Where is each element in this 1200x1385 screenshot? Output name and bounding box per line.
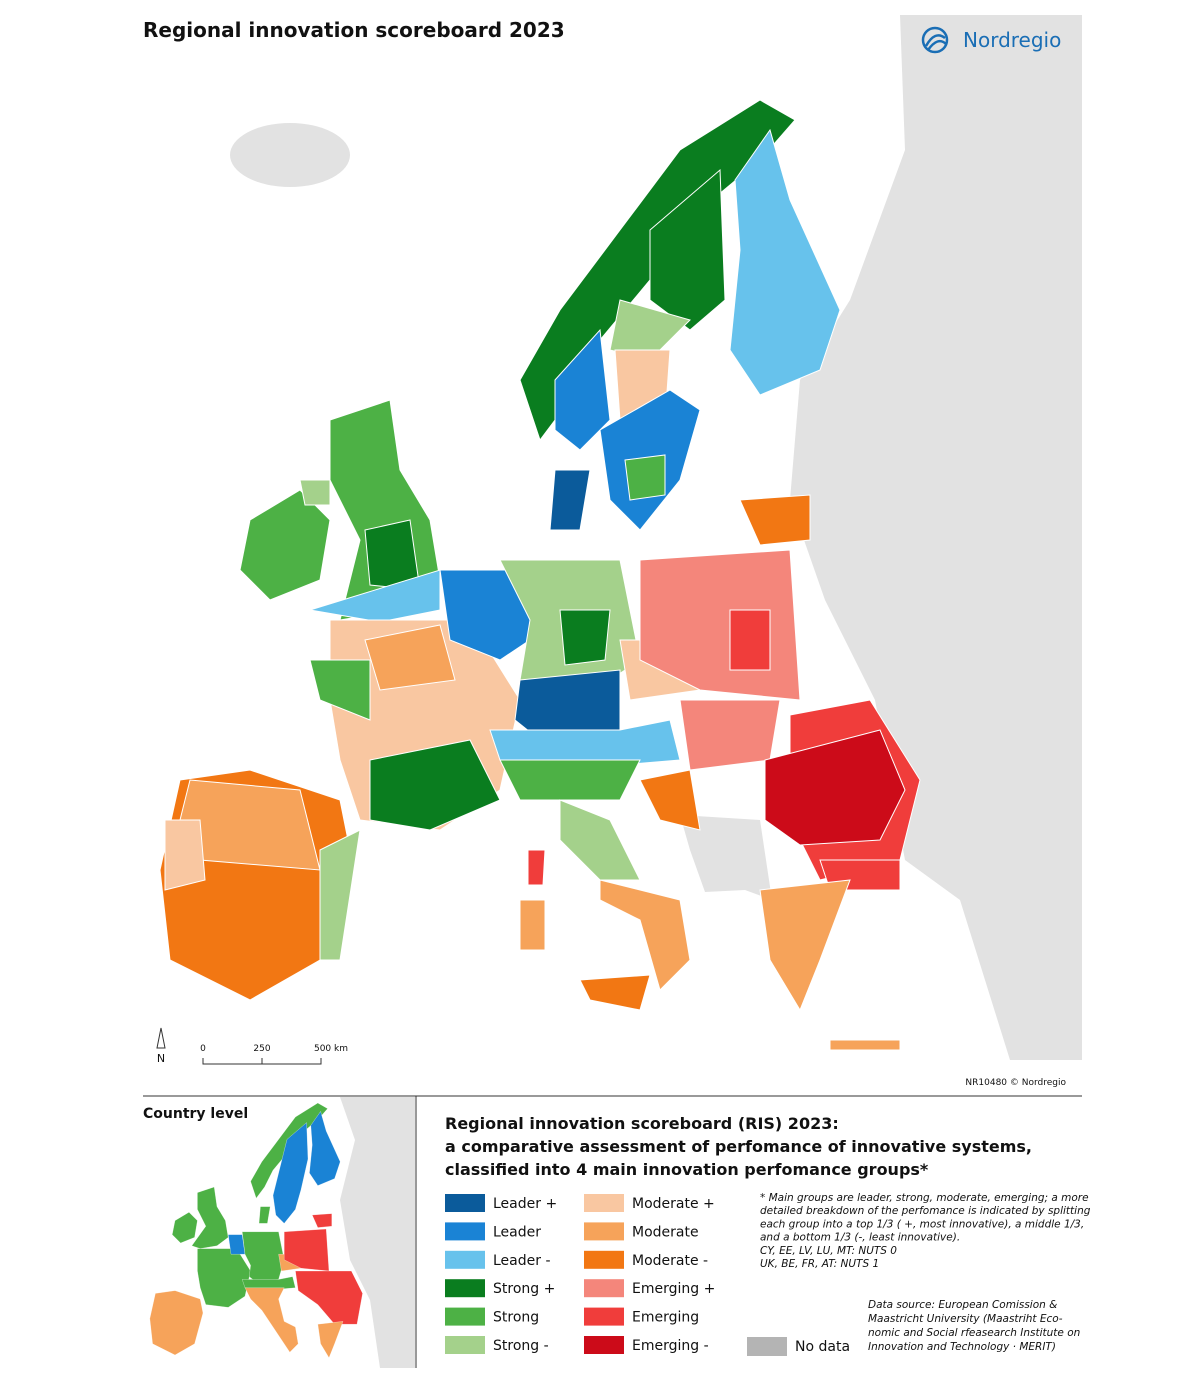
region bbox=[272, 1122, 309, 1224]
data-source: Maastricht University (Maastriht Eco- bbox=[868, 1313, 1063, 1325]
region bbox=[559, 799, 641, 881]
region bbox=[244, 1287, 299, 1353]
legend-swatch bbox=[445, 1194, 485, 1212]
region bbox=[149, 1290, 204, 1356]
inset-title: Country level bbox=[143, 1106, 248, 1122]
north-arrow bbox=[156, 1027, 166, 1049]
footnote: detailed breakdown of the perfomance is … bbox=[760, 1205, 1091, 1217]
region bbox=[309, 1111, 341, 1186]
region bbox=[764, 729, 906, 846]
legend-label: No data bbox=[795, 1339, 850, 1355]
legend-label: Emerging - bbox=[632, 1338, 709, 1354]
legend-swatch bbox=[584, 1250, 624, 1269]
region bbox=[559, 609, 611, 666]
scale-label: 0 bbox=[200, 1044, 206, 1054]
region bbox=[649, 168, 726, 331]
region bbox=[759, 879, 851, 1012]
footnote: * Main groups are leader, strong, modera… bbox=[760, 1192, 1089, 1204]
footnote: UK, BE, FR, AT: NUTS 1 bbox=[760, 1258, 879, 1270]
legend-label: Moderate bbox=[632, 1224, 699, 1240]
region bbox=[309, 659, 371, 721]
region bbox=[519, 899, 546, 951]
region-map bbox=[159, 99, 921, 1051]
legend-swatch bbox=[445, 1279, 485, 1298]
region bbox=[309, 569, 441, 623]
legend-swatch bbox=[445, 1307, 485, 1326]
region bbox=[549, 469, 591, 531]
region bbox=[311, 1213, 332, 1228]
legend-swatch bbox=[747, 1337, 787, 1356]
scale-label: 250 bbox=[253, 1044, 270, 1054]
region bbox=[172, 1212, 198, 1244]
legend-label: Strong + bbox=[493, 1281, 555, 1297]
scale-bar bbox=[202, 1058, 322, 1065]
legend-label: Strong - bbox=[493, 1338, 549, 1354]
region bbox=[829, 1039, 901, 1051]
legend-label: Leader - bbox=[493, 1253, 551, 1269]
region bbox=[739, 494, 811, 546]
footnote: each group into a top 1/3 ( +, most inno… bbox=[760, 1218, 1084, 1230]
legend-label: Moderate - bbox=[632, 1253, 708, 1269]
region bbox=[319, 829, 361, 961]
region bbox=[729, 609, 771, 671]
background-land bbox=[230, 15, 1082, 1060]
legend-swatch bbox=[445, 1222, 485, 1241]
north-label: N bbox=[157, 1052, 165, 1065]
region bbox=[499, 759, 641, 801]
logo-text: Nordregio bbox=[963, 28, 1061, 52]
region bbox=[258, 1206, 271, 1224]
region bbox=[197, 1248, 251, 1308]
region bbox=[239, 489, 331, 601]
region bbox=[639, 769, 701, 831]
legend-label: Emerging + bbox=[632, 1281, 715, 1297]
legend-label: Leader bbox=[493, 1224, 541, 1240]
region bbox=[527, 849, 546, 886]
region bbox=[284, 1228, 330, 1272]
inset-map bbox=[149, 1102, 363, 1359]
region bbox=[369, 739, 501, 831]
region bbox=[554, 328, 611, 451]
legend-label: Emerging bbox=[632, 1310, 699, 1326]
region bbox=[729, 128, 841, 396]
legend-swatch bbox=[584, 1194, 624, 1212]
scale-label: 500 km bbox=[314, 1044, 348, 1054]
data-source: Innovation and Technology · MERIT) bbox=[868, 1341, 1056, 1353]
region bbox=[164, 819, 206, 891]
legend-swatch bbox=[445, 1336, 485, 1354]
region bbox=[179, 779, 321, 871]
data-source: Data source: European Comission & bbox=[868, 1299, 1057, 1311]
region bbox=[299, 479, 331, 506]
region bbox=[295, 1270, 363, 1325]
region bbox=[228, 1234, 246, 1255]
region bbox=[191, 1186, 229, 1249]
legend-title: a comparative assessment of perfomance o… bbox=[445, 1137, 1032, 1156]
legend: Regional innovation scoreboard (RIS) 202… bbox=[445, 1114, 1091, 1356]
inset-background bbox=[340, 1097, 415, 1368]
legend-label: Strong bbox=[493, 1310, 539, 1326]
legend-title: classified into 4 main innovation perfom… bbox=[445, 1160, 929, 1179]
footnote: CY, EE, LV, LU, MT: NUTS 0 bbox=[760, 1245, 897, 1257]
legend-swatch bbox=[584, 1307, 624, 1326]
legend-swatch bbox=[584, 1222, 624, 1241]
region bbox=[599, 879, 691, 991]
legend-swatch bbox=[445, 1250, 485, 1269]
region bbox=[364, 624, 456, 691]
credit: NR10480 © Nordregio bbox=[965, 1078, 1066, 1088]
region bbox=[624, 454, 666, 501]
legend-swatch bbox=[584, 1279, 624, 1298]
data-source: nomic and Social rfeasearch Institute on bbox=[868, 1327, 1080, 1339]
legend-label: Moderate + bbox=[632, 1196, 715, 1212]
legend-label: Leader + bbox=[493, 1196, 557, 1212]
title: Regional innovation scoreboard 2023 bbox=[143, 18, 565, 42]
footnote: and a bottom 1/3 (-, least innovative). bbox=[760, 1232, 960, 1244]
region bbox=[579, 974, 651, 1011]
region bbox=[317, 1321, 344, 1359]
legend-title: Regional innovation scoreboard (RIS) 202… bbox=[445, 1114, 839, 1133]
logo-icon bbox=[921, 26, 949, 54]
legend-swatch bbox=[584, 1336, 624, 1354]
